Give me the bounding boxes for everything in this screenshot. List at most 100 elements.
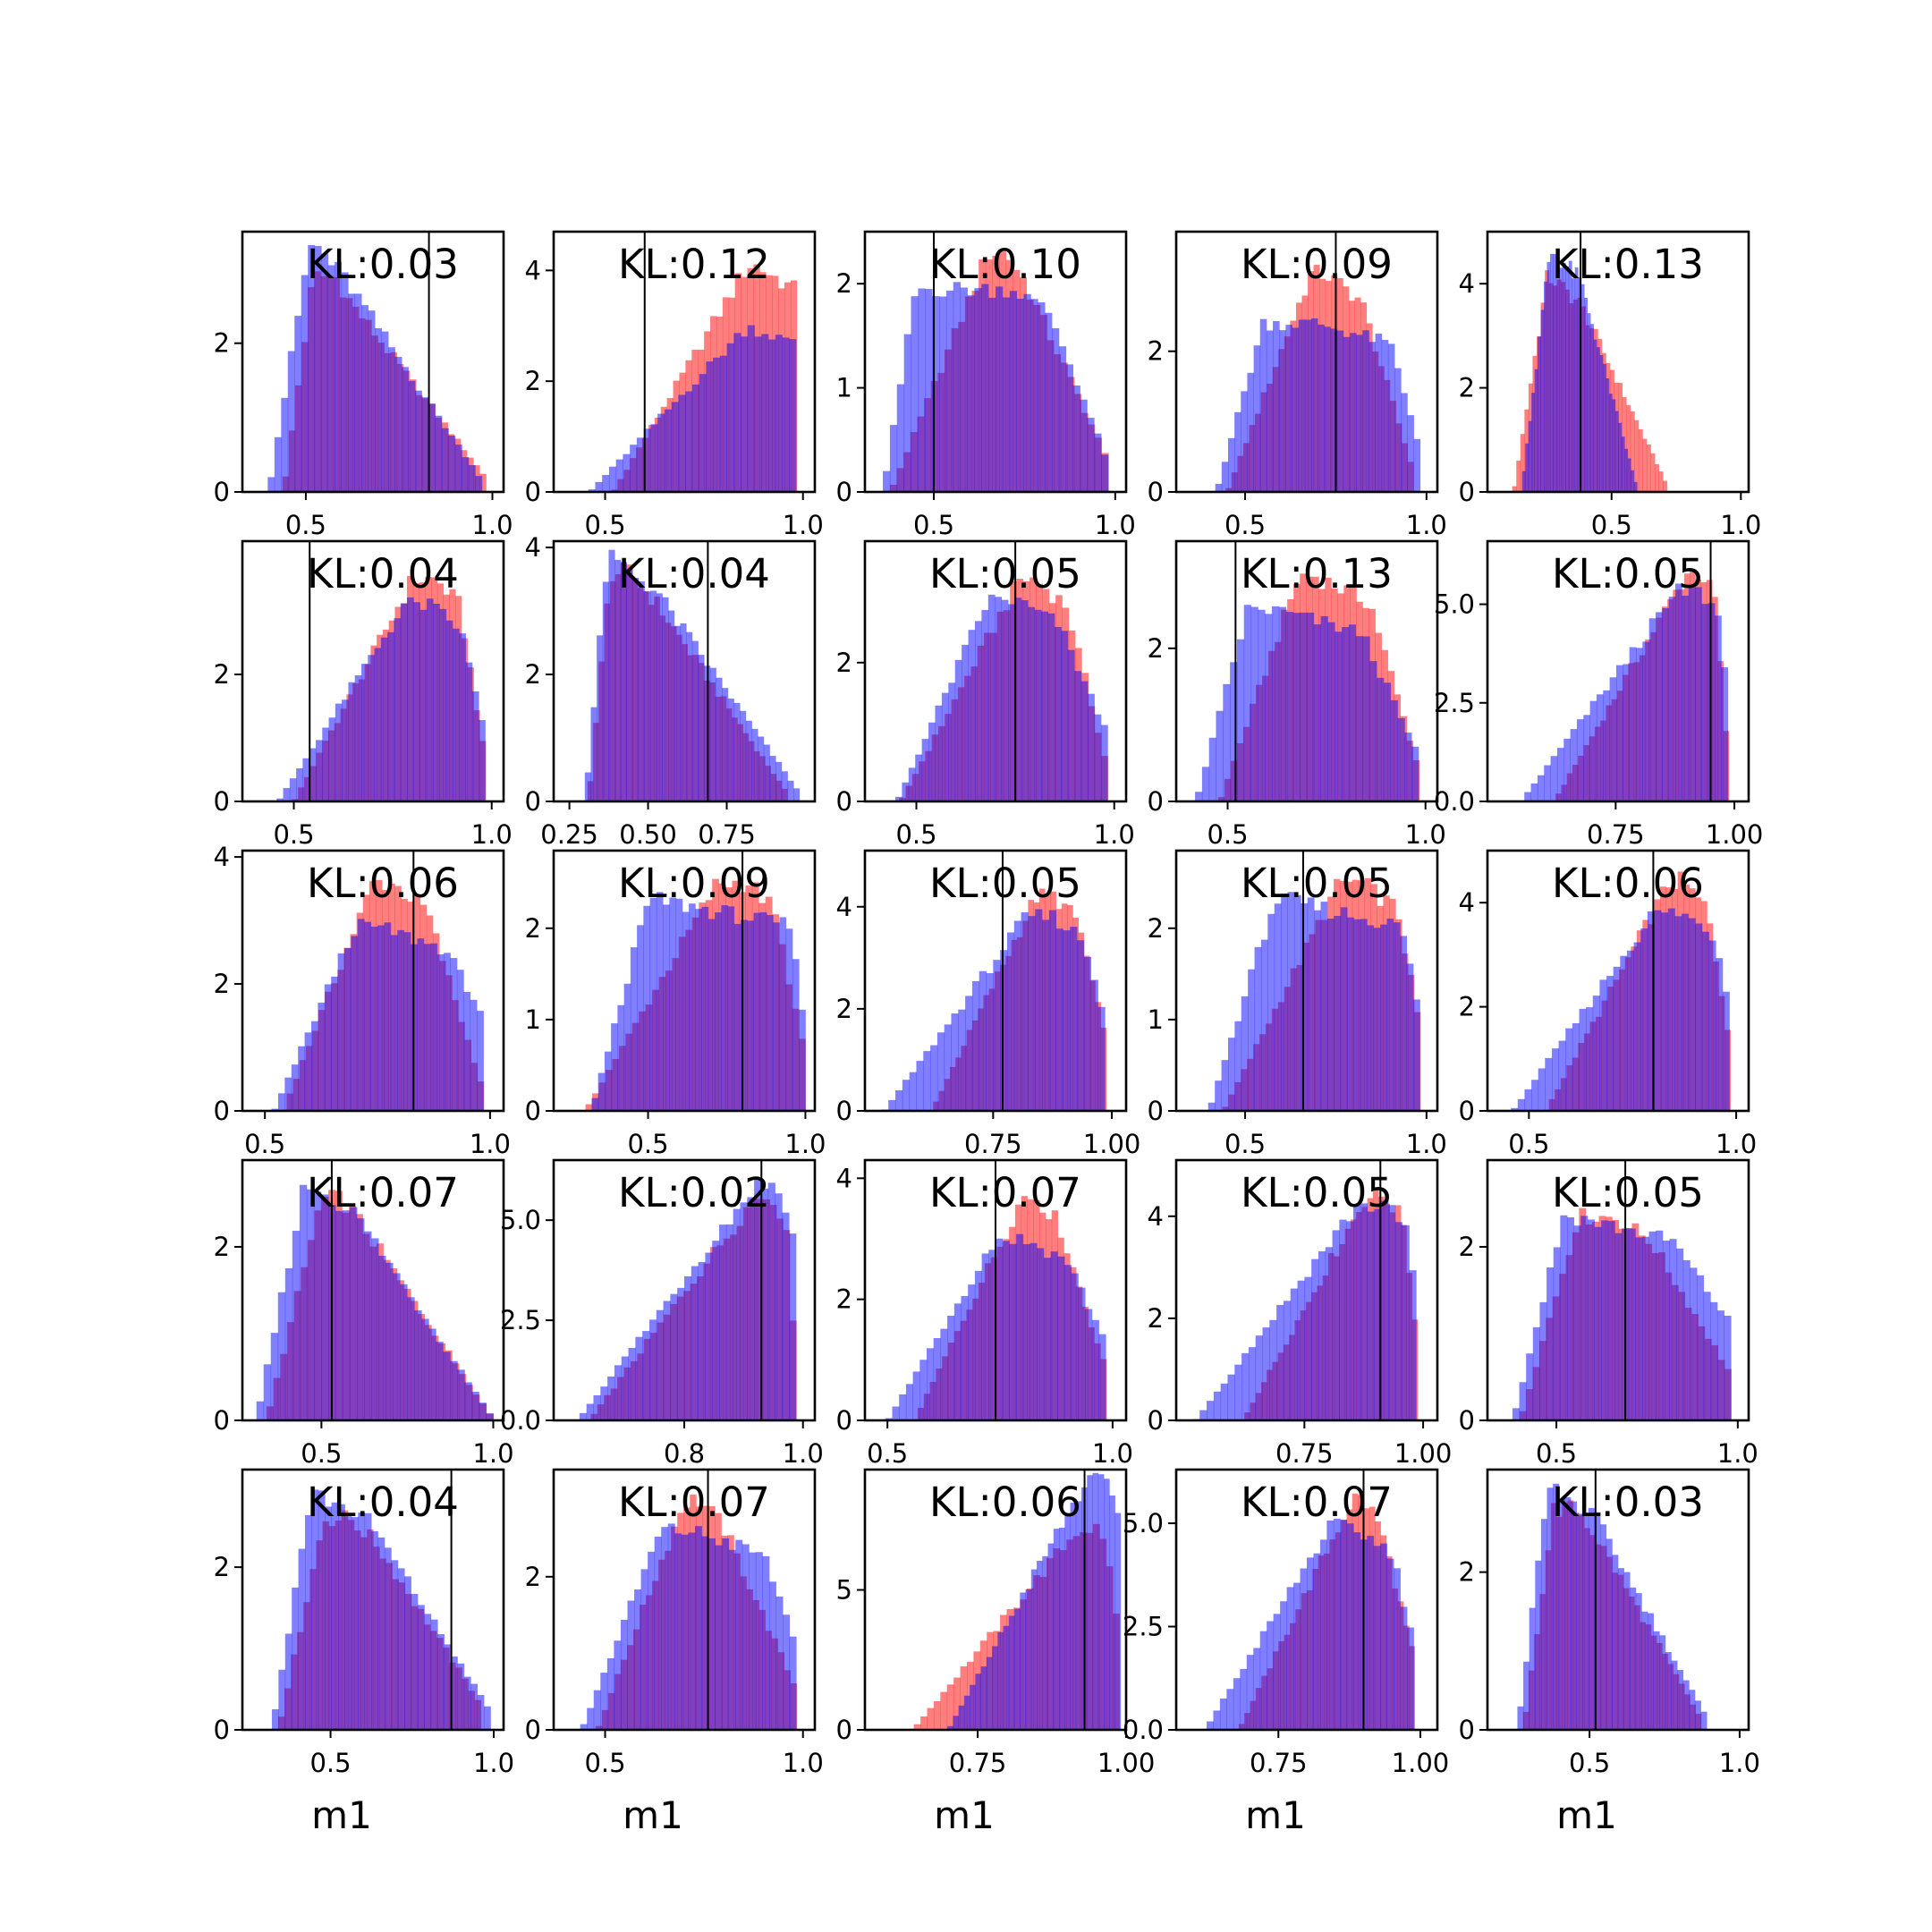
blue-histogram-bar <box>1572 1022 1580 1111</box>
y-tick-label: 5.0 <box>1434 589 1475 620</box>
blue-histogram-bar <box>327 265 335 492</box>
blue-histogram-bar <box>623 983 631 1111</box>
blue-histogram-bar <box>371 1238 379 1420</box>
blue-histogram-bar <box>278 1669 286 1730</box>
blue-histogram-bar <box>761 334 769 492</box>
blue-histogram-bar <box>1530 783 1538 801</box>
blue-histogram-bar <box>1602 363 1606 492</box>
blue-histogram-bar <box>1568 260 1572 492</box>
blue-histogram-bar <box>623 453 631 492</box>
blue-histogram-bar <box>486 1413 494 1420</box>
blue-histogram-bar <box>1340 1520 1348 1730</box>
blue-histogram-bar <box>439 608 447 801</box>
blue-histogram-bar <box>1014 1608 1021 1730</box>
blue-histogram-bar <box>393 1273 401 1420</box>
blue-histogram-bar <box>462 457 470 492</box>
blue-histogram-bar <box>1524 792 1531 801</box>
blue-histogram-bar <box>1562 262 1566 492</box>
blue-histogram-bar <box>437 1634 445 1730</box>
blue-histogram-bar <box>1349 333 1357 492</box>
blue-histogram-bar <box>1588 1507 1595 1730</box>
blue-histogram-bar <box>1694 1700 1701 1730</box>
blue-histogram-bar <box>1517 1706 1524 1730</box>
blue-histogram-bar <box>634 1589 641 1730</box>
blue-histogram-bar <box>600 1386 608 1420</box>
blue-histogram-bar <box>1413 438 1421 492</box>
y-tick-label: 0 <box>214 1096 230 1126</box>
blue-histogram-bar <box>1347 917 1354 1111</box>
blue-histogram-bar <box>444 1644 452 1730</box>
blue-histogram-bar <box>1545 1057 1553 1111</box>
blue-histogram-bar <box>1273 1614 1281 1730</box>
blue-histogram-bar <box>1647 1613 1654 1730</box>
y-tick-label: 2 <box>214 328 230 359</box>
blue-histogram-bar <box>749 1552 757 1730</box>
blue-histogram-bar <box>1280 1601 1287 1730</box>
blue-histogram-bar <box>1285 325 1292 492</box>
kl-divergence-label: KL:0.12 <box>618 241 770 288</box>
blue-histogram-bar <box>758 736 765 801</box>
blue-histogram-bar <box>450 1360 458 1420</box>
blue-histogram-bar <box>1566 1217 1575 1420</box>
blue-histogram-bar <box>754 336 762 492</box>
subplot-frame <box>863 849 1128 1113</box>
blue-histogram-bar <box>995 597 1003 801</box>
blue-histogram-bar <box>670 1293 678 1420</box>
blue-histogram-bar <box>1348 624 1357 801</box>
blue-histogram-bar <box>1083 956 1092 1111</box>
blue-histogram-bar <box>435 415 443 492</box>
x-tick-label: 1.0 <box>1720 510 1761 540</box>
subplot-9: 0 2 0.5 1.0 KL:0.13 <box>1148 539 1446 850</box>
blue-histogram-bar <box>1213 1391 1222 1420</box>
blue-histogram-bar <box>1601 1220 1609 1420</box>
blue-histogram-bar <box>1307 1557 1314 1730</box>
blue-histogram-bar <box>733 923 741 1111</box>
blue-histogram-bar <box>1635 648 1643 801</box>
blue-histogram-bar <box>783 1614 791 1730</box>
blue-histogram-bar <box>654 1536 662 1730</box>
blue-histogram-bar <box>1400 1606 1408 1730</box>
blue-histogram-bar <box>1525 443 1530 492</box>
blue-histogram-bar <box>1621 436 1625 492</box>
blue-histogram-bar <box>996 1238 1004 1420</box>
blue-histogram-bar <box>1259 1631 1267 1730</box>
blue-histogram-bar <box>1339 1219 1347 1420</box>
blue-histogram-bar <box>468 465 476 492</box>
blue-histogram-bar <box>663 1301 671 1420</box>
blue-histogram-bar <box>740 1202 748 1420</box>
blue-histogram-bar <box>291 1064 299 1111</box>
kl-divergence-label: KL:0.02 <box>618 1169 770 1216</box>
blue-histogram-bar <box>1285 612 1293 801</box>
x-tick-label: 0.5 <box>1591 510 1632 540</box>
blue-histogram-bar <box>648 1319 657 1420</box>
blue-histogram-bar <box>1594 1226 1602 1420</box>
blue-histogram-bar <box>741 336 749 492</box>
blue-histogram-bar <box>1707 603 1716 801</box>
blue-histogram-bar <box>284 1077 292 1111</box>
red-histogram-bar <box>1638 428 1643 492</box>
blue-histogram-bar <box>775 761 783 801</box>
kl-divergence-label: KL:0.07 <box>929 1169 1081 1216</box>
y-tick-label: 1 <box>1148 1004 1164 1035</box>
blue-histogram-bar <box>1555 258 1560 492</box>
blue-histogram-bar <box>1045 312 1053 492</box>
blue-histogram-bar <box>1080 681 1089 801</box>
blue-histogram-bar <box>1346 1221 1354 1420</box>
blue-histogram-bar <box>335 703 343 801</box>
blue-histogram-bar <box>1413 999 1420 1111</box>
blue-histogram-bar <box>1221 462 1229 492</box>
kl-divergence-label: KL:0.07 <box>1241 1479 1393 1526</box>
y-tick-label: 0 <box>1148 786 1164 817</box>
subplot-7: 0 2 4 0.25 0.50 0.75 KL:0.04 <box>525 532 817 850</box>
blue-histogram-bar <box>586 1403 594 1420</box>
blue-histogram-bar <box>397 929 405 1111</box>
blue-histogram-bar <box>1041 611 1048 801</box>
blue-histogram-bar <box>364 921 372 1111</box>
blue-histogram-bar <box>1283 1301 1292 1420</box>
blue-histogram-bar <box>620 562 627 801</box>
blue-histogram-bar <box>1362 636 1370 801</box>
y-tick-label: 2.5 <box>500 1305 541 1335</box>
x-tick-label: 0.5 <box>1508 1129 1549 1159</box>
blue-histogram-bar <box>457 1369 465 1420</box>
blue-histogram-bar <box>584 772 591 801</box>
